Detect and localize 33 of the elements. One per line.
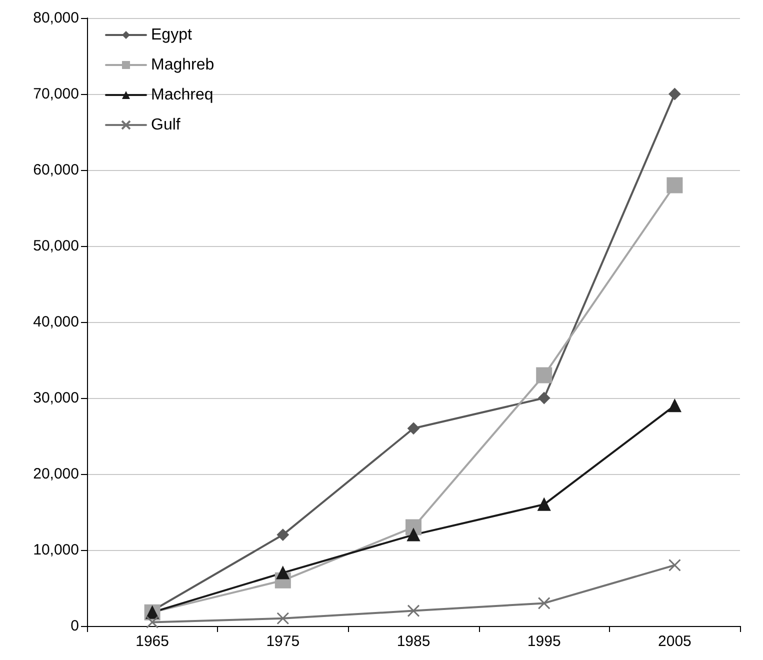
y-tick-label: 30,000 bbox=[33, 390, 79, 406]
legend-label: Machreq bbox=[151, 86, 214, 104]
point bbox=[407, 528, 420, 542]
point bbox=[407, 604, 420, 618]
legend-label: Gulf bbox=[151, 116, 181, 134]
y-tick-label: 20,000 bbox=[33, 466, 79, 482]
point bbox=[276, 566, 290, 580]
y-tick-label: 70,000 bbox=[33, 86, 79, 102]
y-tick-label: 50,000 bbox=[33, 238, 79, 254]
x-tick-label: 2005 bbox=[658, 633, 692, 650]
x-tick-label: 1965 bbox=[136, 633, 169, 650]
x-tick-label: 1995 bbox=[527, 633, 561, 650]
point bbox=[668, 88, 681, 100]
legend-label: Maghreb bbox=[151, 56, 214, 74]
point bbox=[538, 498, 551, 511]
y-tick-label: 0 bbox=[70, 618, 79, 634]
point bbox=[536, 367, 552, 384]
y-tick-label: 80,000 bbox=[33, 10, 79, 26]
x-tick-label: 1975 bbox=[266, 633, 300, 650]
y-tick-label: 40,000 bbox=[33, 314, 79, 330]
point bbox=[538, 596, 550, 610]
legend-label: Egypt bbox=[151, 26, 192, 44]
y-tick-label: 60,000 bbox=[33, 162, 79, 178]
point bbox=[146, 616, 159, 628]
point bbox=[666, 177, 683, 194]
point bbox=[538, 392, 550, 404]
point bbox=[668, 399, 682, 412]
point bbox=[276, 612, 290, 625]
point bbox=[408, 422, 420, 434]
point bbox=[276, 528, 289, 541]
y-tick-label: 10,000 bbox=[33, 542, 79, 558]
x-tick-label: 1985 bbox=[396, 633, 430, 650]
point bbox=[668, 558, 681, 572]
